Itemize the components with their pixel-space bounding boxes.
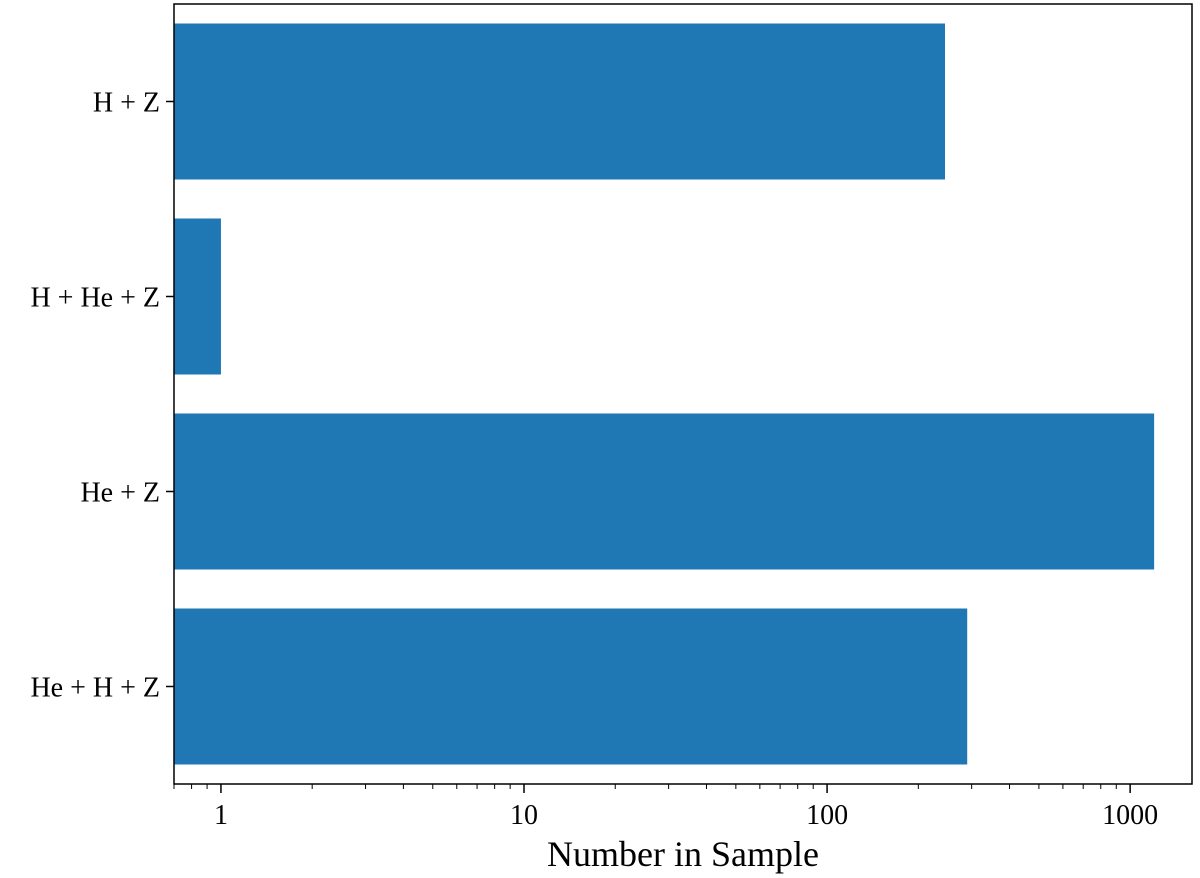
bar [174,218,221,375]
y-tick-label: H + He + Z [30,283,160,314]
y-tick-label: He + Z [80,478,160,509]
x-tick-label: 10 [510,800,538,831]
x-tick-label: 1000 [1102,800,1158,831]
x-tick-label: 100 [806,800,848,831]
x-axis: 1 10 100 1000 [173,784,1158,831]
x-tick-label: 1 [214,800,228,831]
bars [174,23,1155,765]
bar [174,23,946,180]
plot-frame [173,3,1193,785]
bar [174,608,968,765]
y-axis: H + Z H + He + Z He + Z He + H + Z [30,88,174,704]
x-axis-title: Number in Sample [547,834,819,874]
y-tick-label: H + Z [93,88,160,119]
y-tick-label: He + H + Z [30,673,160,704]
bar [174,413,1155,570]
